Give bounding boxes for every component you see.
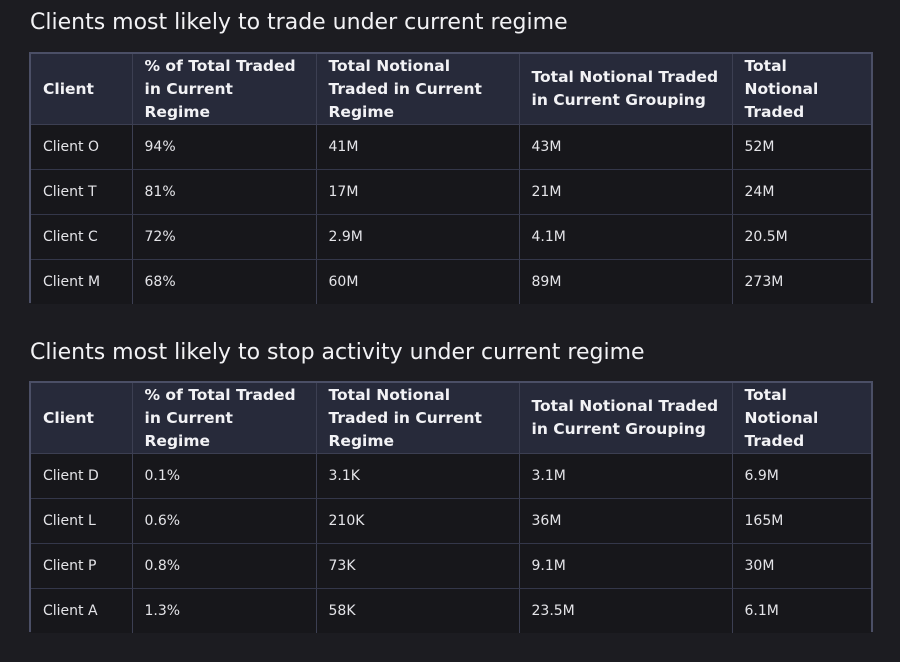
cell-pct-traded-regime: 81% [132, 169, 317, 215]
cell-notional-grouping: 21M [519, 169, 733, 215]
cell-notional-grouping: 23.5M [519, 588, 733, 633]
cell-client: Client O [31, 124, 133, 170]
table-row[interactable]: Client O 94% 41M 43M 52M [31, 124, 871, 170]
cell-pct-traded-regime: 0.6% [132, 498, 317, 544]
trade-likely-table: Client % of Total Traded in Current Regi… [29, 52, 873, 304]
table-row[interactable]: Client T 81% 17M 21M 24M [31, 169, 871, 215]
cell-notional-regime: 17M [316, 169, 520, 215]
column-header-pct-traded-regime[interactable]: % of Total Traded in Current Regime [132, 383, 317, 454]
cell-pct-traded-regime: 1.3% [132, 588, 317, 633]
cell-pct-traded-regime: 0.8% [132, 543, 317, 589]
table-row[interactable]: Client P 0.8% 73K 9.1M 30M [31, 543, 871, 589]
cell-notional-grouping: 36M [519, 498, 733, 544]
column-header-notional-total[interactable]: Total Notional Traded [732, 383, 871, 454]
column-header-client[interactable]: Client [31, 54, 133, 125]
table-row[interactable]: Client C 72% 2.9M 4.1M 20.5M [31, 214, 871, 260]
cell-notional-grouping: 3.1M [519, 453, 733, 499]
cell-pct-traded-regime: 94% [132, 124, 317, 170]
cell-client: Client D [31, 453, 133, 499]
cell-notional-total: 165M [732, 498, 871, 544]
column-header-notional-total[interactable]: Total Notional Traded [732, 54, 871, 125]
cell-notional-regime: 73K [316, 543, 520, 589]
cell-client: Client C [31, 214, 133, 260]
column-header-notional-regime[interactable]: Total Notional Traded in Current Regime [316, 383, 520, 454]
cell-notional-grouping: 89M [519, 259, 733, 304]
cell-notional-regime: 3.1K [316, 453, 520, 499]
table-row[interactable]: Client D 0.1% 3.1K 3.1M 6.9M [31, 453, 871, 499]
cell-client: Client P [31, 543, 133, 589]
cell-notional-grouping: 9.1M [519, 543, 733, 589]
cell-client: Client L [31, 498, 133, 544]
cell-client: Client T [31, 169, 133, 215]
column-header-notional-grouping[interactable]: Total Notional Traded in Current Groupin… [519, 383, 733, 454]
column-header-notional-grouping[interactable]: Total Notional Traded in Current Groupin… [519, 54, 733, 125]
cell-notional-grouping: 43M [519, 124, 733, 170]
cell-notional-regime: 2.9M [316, 214, 520, 260]
cell-client: Client M [31, 259, 133, 304]
cell-notional-regime: 41M [316, 124, 520, 170]
cell-pct-traded-regime: 0.1% [132, 453, 317, 499]
cell-notional-total: 30M [732, 543, 871, 589]
column-header-notional-regime[interactable]: Total Notional Traded in Current Regime [316, 54, 520, 125]
trade-table-title: Clients most likely to trade under curre… [30, 10, 568, 35]
cell-notional-regime: 58K [316, 588, 520, 633]
cell-notional-total: 6.9M [732, 453, 871, 499]
cell-pct-traded-regime: 72% [132, 214, 317, 260]
column-header-pct-traded-regime[interactable]: % of Total Traded in Current Regime [132, 54, 317, 125]
table-header-row: Client % of Total Traded in Current Regi… [31, 54, 871, 125]
table-row[interactable]: Client M 68% 60M 89M 273M [31, 259, 871, 304]
cell-notional-total: 6.1M [744, 603, 779, 619]
cell-notional-regime: 210K [316, 498, 520, 544]
cell-notional-total: 52M [732, 124, 871, 170]
stop-table-title: Clients most likely to stop activity und… [30, 340, 645, 365]
cell-notional-total: 20.5M [732, 214, 871, 260]
table-row[interactable]: Client A 1.3% 58K 23.5M 6.1M [31, 588, 871, 633]
table-row[interactable]: Client L 0.6% 210K 36M 165M [31, 498, 871, 544]
column-header-client[interactable]: Client [31, 383, 133, 454]
stop-likely-table: Client % of Total Traded in Current Regi… [29, 381, 873, 633]
cell-client: Client A [31, 588, 133, 633]
cell-notional-total: 24M [732, 169, 871, 215]
cell-pct-traded-regime: 68% [132, 259, 317, 304]
table-header-row: Client % of Total Traded in Current Regi… [31, 383, 871, 454]
cell-notional-grouping: 4.1M [519, 214, 733, 260]
cell-notional-regime: 60M [316, 259, 520, 304]
cell-notional-total: 273M [744, 274, 784, 290]
